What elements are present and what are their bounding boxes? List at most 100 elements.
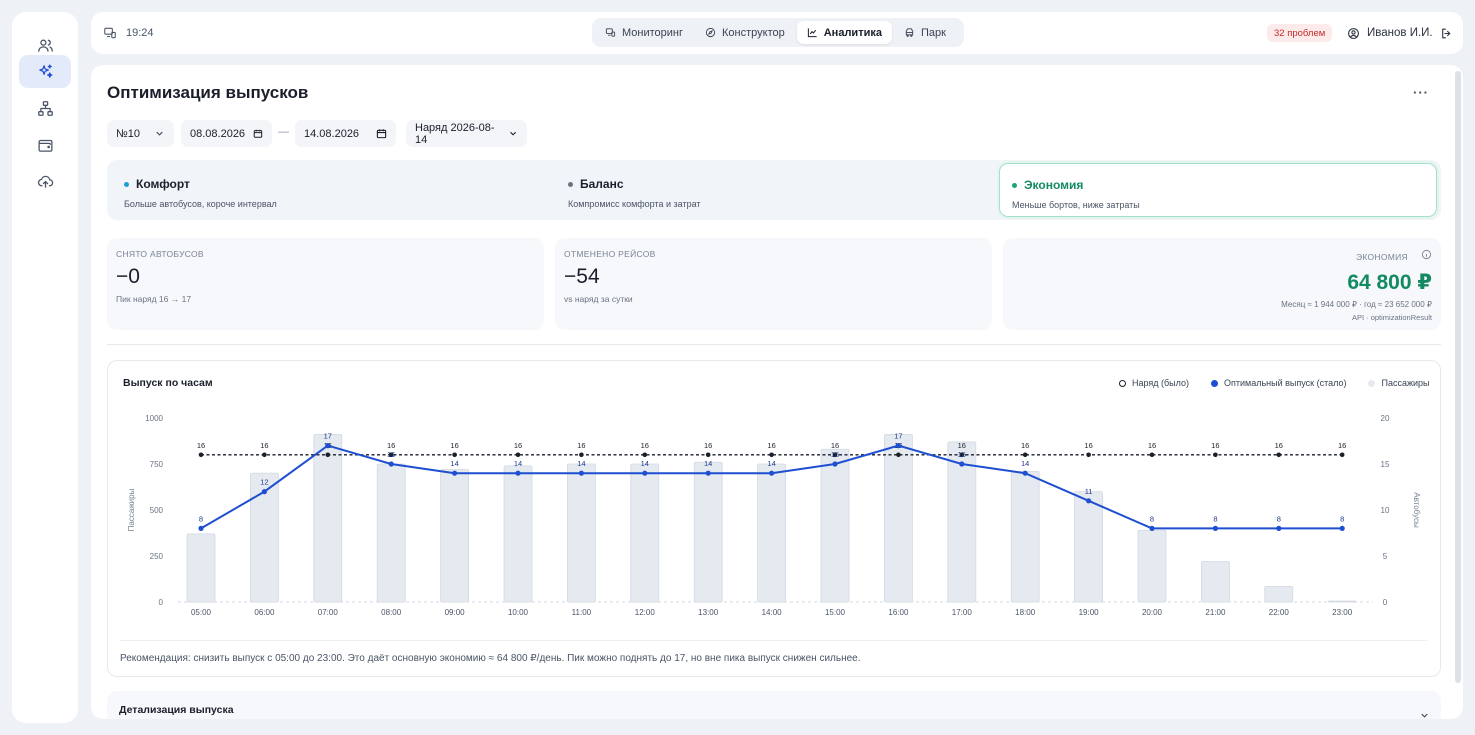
tab-analytics[interactable]: Аналитика <box>796 21 892 44</box>
optimal-data-label: 8 <box>1340 514 1344 523</box>
mode-comfort-title: Комфорт <box>136 177 190 191</box>
legend-planned: Наряд (было) <box>1132 378 1190 388</box>
planned-data-label: 16 <box>1275 441 1283 450</box>
planned-data-label: 16 <box>1021 441 1029 450</box>
users-icon <box>37 39 53 52</box>
mode-balance[interactable]: Баланс Компромисс комфорта и затрат <box>554 163 994 217</box>
date-to-value: 14.08.2026 <box>304 127 360 140</box>
y-right-tick-label: 0 <box>1383 598 1388 607</box>
route-select[interactable]: №10 <box>107 120 174 147</box>
x-tick-label: 09:00 <box>445 608 466 617</box>
passengers-bar <box>1201 561 1230 603</box>
order-select[interactable]: Наряд 2026-08-14 <box>406 120 527 147</box>
planned-point <box>452 452 457 458</box>
sidebar-item-users[interactable] <box>19 29 71 62</box>
optimal-data-label: 14 <box>577 459 585 468</box>
problems-badge[interactable]: 32 проблем <box>1267 24 1333 42</box>
sidebar-item-finance[interactable] <box>19 129 71 162</box>
x-tick-label: 21:00 <box>1205 608 1226 617</box>
planned-point <box>515 452 521 458</box>
optimal-data-label: 14 <box>704 459 712 468</box>
optimal-data-label: 11 <box>1085 487 1093 496</box>
tab-constructor[interactable]: Конструктор <box>695 21 795 44</box>
sidebar-item-structure[interactable] <box>19 92 71 125</box>
network-icon <box>37 101 53 116</box>
planned-point <box>1086 452 1091 458</box>
optimal-data-label: 14 <box>450 459 458 468</box>
calendar-icon <box>253 129 263 138</box>
optimal-data-label: 8 <box>1150 514 1154 523</box>
optimal-point <box>642 470 648 476</box>
passengers-bar <box>566 463 596 603</box>
chevron-down-icon[interactable] <box>1419 710 1430 719</box>
tab-park-label: Парк <box>920 26 946 39</box>
planned-data-label: 16 <box>387 441 395 450</box>
x-tick-label: 14:00 <box>762 608 783 617</box>
date-from-value: 08.08.2026 <box>190 127 246 140</box>
planned-data-label: 16 <box>1211 441 1219 450</box>
planned-data-label: 16 <box>197 441 205 450</box>
cancelled-trips-sub: vs наряд за сутки <box>564 294 633 304</box>
hourly-release-chart-card: 0 250 500 750 1000 0 5 10 15 20 Пассажиры Автобусы 0… <box>107 360 1441 677</box>
date-range-separator: — <box>278 126 289 138</box>
clock-time: 19:24 <box>126 27 154 39</box>
planned-point <box>705 452 711 458</box>
planned-point <box>1276 452 1282 458</box>
planned-point <box>262 452 267 458</box>
scrollbar[interactable] <box>1455 71 1461 683</box>
user-name: Иванов И.И. <box>1367 27 1433 39</box>
legend-planned-marker <box>1119 379 1126 387</box>
optimal-point <box>769 470 775 476</box>
removed-buses-value: −0 <box>116 265 140 288</box>
mode-economy-title: Экономия <box>1024 178 1084 192</box>
tab-monitoring[interactable]: Мониторинг <box>595 21 693 44</box>
user-menu[interactable]: Иванов И.И. <box>1347 12 1453 54</box>
logout-icon[interactable] <box>1440 27 1453 40</box>
planned-point <box>642 452 648 458</box>
info-icon[interactable] <box>1421 249 1432 260</box>
page-title: Оптимизация выпусков <box>107 83 309 102</box>
more-menu-button[interactable]: ··· <box>1413 85 1429 100</box>
tab-park[interactable]: Парк <box>894 21 956 44</box>
mode-comfort[interactable]: Комфорт Больше автобусов, короче интерва… <box>110 163 550 217</box>
optimal-data-label: 17 <box>894 432 902 441</box>
optimal-point <box>198 525 204 531</box>
release-details-section[interactable]: Детализация выпуска <box>107 691 1441 719</box>
planned-point <box>579 452 584 458</box>
savings-source: API · optimizationResult <box>1351 313 1432 322</box>
optimal-data-label: 8 <box>1277 514 1281 523</box>
optimal-data-label: 17 <box>324 432 332 441</box>
x-tick-label: 06:00 <box>254 608 275 617</box>
sparkles-icon <box>38 64 53 78</box>
optimal-data-label: 12 <box>260 478 268 487</box>
removed-buses-label: СНЯТО АВТОБУСОВ <box>116 249 204 259</box>
planned-data-label: 16 <box>767 441 775 450</box>
x-tick-label: 13:00 <box>698 608 719 617</box>
cancelled-trips-value: −54 <box>564 265 600 288</box>
sidebar-item-upload[interactable] <box>19 165 71 198</box>
date-to-field[interactable]: 14.08.2026 <box>295 120 396 147</box>
optimal-point <box>959 461 965 467</box>
sidebar-item-optimization[interactable] <box>19 55 71 88</box>
optimal-point <box>578 470 584 476</box>
planned-data-label: 16 <box>1148 441 1156 450</box>
x-tick-label: 23:00 <box>1332 608 1353 617</box>
chevron-down-icon <box>509 131 516 136</box>
compass-icon <box>705 27 716 38</box>
mode-balance-subtitle: Компромисс комфорта и затрат <box>568 199 701 209</box>
device-sync-icon <box>104 27 116 39</box>
passengers-bar <box>693 461 723 603</box>
x-tick-label: 18:00 <box>1015 608 1036 617</box>
mode-economy[interactable]: Экономия Меньше бортов, ниже затраты <box>999 163 1437 217</box>
optimal-point <box>1276 525 1282 531</box>
route-value: №10 <box>116 127 141 140</box>
optimal-point <box>1339 525 1345 531</box>
planned-point <box>832 452 838 458</box>
x-tick-label: 07:00 <box>318 608 339 617</box>
y-left-tick-label: 250 <box>150 552 164 561</box>
cancelled-trips-label: ОТМЕНЕНО РЕЙСОВ <box>564 249 656 259</box>
passengers-bar <box>884 434 913 603</box>
optimal-point <box>452 470 458 476</box>
passengers-bar <box>1327 600 1357 603</box>
date-from-field[interactable]: 08.08.2026 <box>181 120 272 147</box>
